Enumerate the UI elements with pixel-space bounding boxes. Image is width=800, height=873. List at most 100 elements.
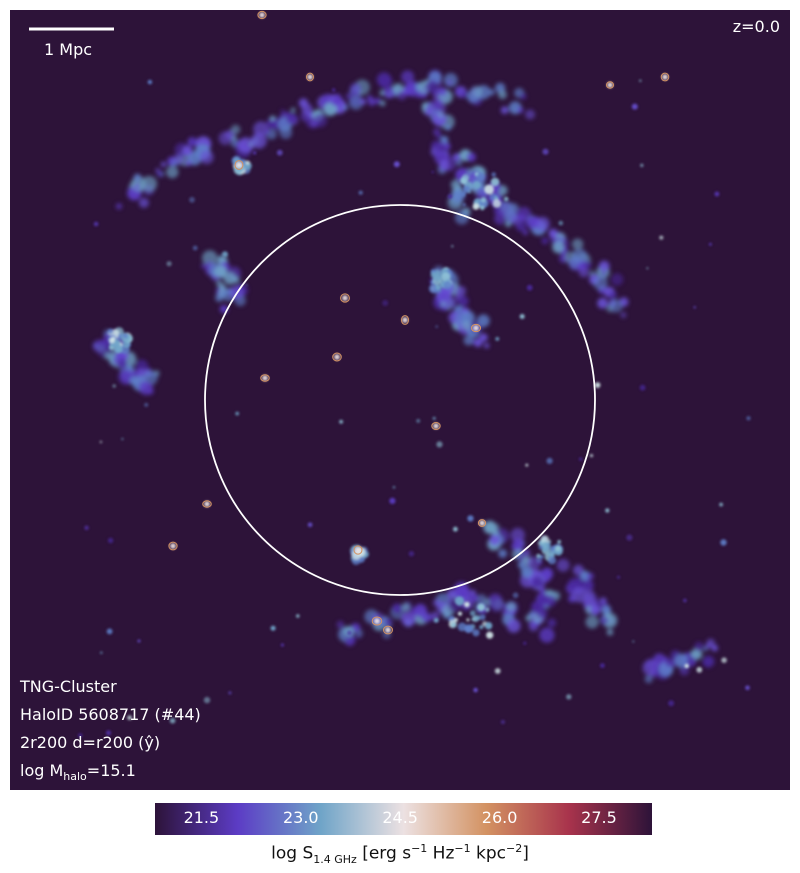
emission-blob bbox=[346, 630, 352, 636]
emission-blob bbox=[711, 644, 718, 652]
emission-blob bbox=[442, 305, 448, 312]
emission-blob bbox=[517, 107, 524, 114]
emission-blob bbox=[280, 643, 284, 647]
emission-blob bbox=[160, 161, 167, 167]
emission-blob bbox=[243, 161, 252, 170]
emission-blob bbox=[746, 416, 751, 421]
emission-blob bbox=[454, 618, 458, 622]
emission-blob bbox=[290, 107, 296, 113]
emission-blob bbox=[500, 106, 509, 114]
emission-blob bbox=[525, 463, 529, 467]
emission-blob bbox=[714, 191, 720, 197]
emission-blob bbox=[472, 203, 480, 210]
emission-blob bbox=[620, 312, 627, 318]
emission-blob bbox=[298, 98, 309, 108]
emission-blob bbox=[438, 159, 450, 171]
emission-blob bbox=[374, 97, 381, 105]
emission-blob bbox=[253, 121, 269, 137]
emission-blob bbox=[445, 124, 452, 131]
emission-blob bbox=[147, 79, 153, 85]
emission-blob bbox=[494, 212, 506, 225]
source-contour bbox=[371, 616, 383, 626]
emission-blob bbox=[457, 611, 463, 616]
emission-blob bbox=[253, 151, 257, 155]
emission-blob bbox=[84, 525, 89, 530]
emission-blob bbox=[334, 354, 340, 360]
emission-blob bbox=[464, 601, 470, 608]
emission-blob bbox=[466, 167, 472, 172]
emission-blob bbox=[541, 237, 549, 245]
emission-blob bbox=[525, 109, 536, 120]
emission-blob bbox=[538, 593, 550, 605]
emission-blob bbox=[587, 572, 594, 580]
emission-blob bbox=[489, 534, 500, 546]
emission-blob bbox=[264, 128, 270, 135]
emission-blob bbox=[93, 221, 99, 227]
emission-blob bbox=[170, 543, 176, 549]
source-contour bbox=[400, 315, 410, 325]
emission-blob bbox=[557, 540, 561, 544]
source-contour bbox=[168, 541, 178, 551]
emission-blob bbox=[461, 91, 469, 99]
emission-blob bbox=[479, 520, 485, 526]
source-contour bbox=[605, 81, 615, 89]
emission-blob bbox=[571, 248, 588, 265]
emission-blob bbox=[455, 86, 464, 95]
emission-blob bbox=[189, 196, 195, 203]
colorbar-gradient bbox=[155, 803, 652, 835]
emission-blob bbox=[694, 641, 704, 652]
emission-blob bbox=[494, 668, 501, 674]
emission-blob bbox=[510, 527, 525, 543]
emission-blob bbox=[471, 617, 475, 621]
emission-blob bbox=[439, 291, 450, 302]
colorbar-tick-label: 24.5 bbox=[382, 808, 418, 827]
emission-blob bbox=[531, 576, 544, 588]
emission-map-image bbox=[10, 10, 790, 790]
emission-blob bbox=[156, 170, 163, 177]
emission-blob bbox=[594, 382, 601, 388]
emission-blob bbox=[477, 314, 490, 328]
emission-blob bbox=[383, 87, 395, 99]
emission-blob bbox=[269, 115, 276, 122]
emission-blob bbox=[535, 216, 550, 231]
emission-blob bbox=[626, 534, 633, 541]
emission-blob bbox=[460, 191, 466, 197]
emission-blob bbox=[336, 620, 344, 629]
emission-blob bbox=[745, 685, 750, 691]
emission-blob bbox=[106, 628, 113, 635]
emission-blob bbox=[659, 235, 664, 240]
emission-blob bbox=[542, 148, 549, 155]
emission-blob bbox=[479, 614, 486, 621]
radio-emission-map: 1 Mpc z=0.0 TNG-Cluster HaloID 5608717 (… bbox=[10, 10, 790, 790]
emission-blob bbox=[536, 556, 542, 563]
emission-blob bbox=[139, 381, 153, 396]
emission-blob bbox=[609, 299, 623, 313]
emission-blob bbox=[355, 629, 364, 638]
emission-blob bbox=[498, 90, 507, 100]
emission-blob bbox=[491, 172, 497, 177]
emission-blob bbox=[466, 152, 476, 162]
emission-blob bbox=[204, 501, 210, 507]
emission-blob bbox=[662, 74, 668, 80]
emission-blob bbox=[556, 558, 570, 572]
emission-blob bbox=[228, 691, 232, 695]
emission-blob bbox=[580, 570, 591, 581]
emission-blob bbox=[438, 87, 447, 96]
emission-blob bbox=[443, 281, 453, 290]
emission-blob bbox=[199, 150, 214, 165]
emission-blob bbox=[467, 190, 472, 194]
emission-blob bbox=[384, 618, 393, 626]
emission-blob bbox=[235, 411, 239, 416]
emission-blob bbox=[547, 618, 557, 628]
emission-blob bbox=[546, 457, 553, 464]
emission-blob bbox=[470, 589, 476, 596]
emission-blob bbox=[462, 203, 466, 207]
emission-blob bbox=[432, 272, 442, 282]
emission-blob bbox=[579, 457, 583, 461]
emission-blob bbox=[552, 241, 565, 254]
emission-blob bbox=[343, 105, 348, 111]
emission-blob bbox=[476, 172, 485, 181]
emission-blob bbox=[601, 605, 612, 616]
source-contour bbox=[340, 293, 350, 303]
emission-blob bbox=[490, 177, 500, 187]
